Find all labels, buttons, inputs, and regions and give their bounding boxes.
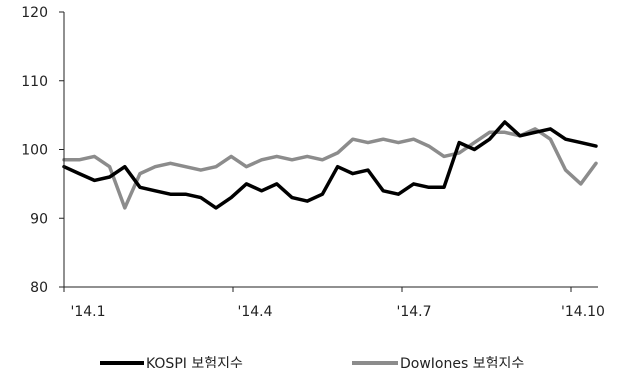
legend-label-kospi: KOSPI 보험지수 — [146, 356, 243, 368]
series-lines — [62, 120, 598, 210]
y-tick-label: 120 — [21, 5, 48, 21]
x-tick-label: '14.4 — [237, 304, 272, 320]
y-tick-label: 100 — [21, 143, 48, 159]
x-tick-label: '14.10 — [561, 304, 605, 320]
y-tick-label: 110 — [21, 74, 48, 90]
x-axis-ticks: '14.1 '14.4 '14.7 '14.10 — [63, 287, 605, 320]
legend: KOSPI 보험지수 DowJones 보험지수 — [100, 356, 524, 368]
x-tick-label: '14.1 — [70, 304, 105, 320]
x-tick-label: '14.7 — [396, 304, 431, 320]
legend-label-dowjones: DowJones 보험지수 — [400, 356, 524, 368]
y-axis-ticks: 80 90 100 110 120 — [21, 5, 64, 296]
y-tick-label: 90 — [30, 211, 48, 227]
series-line-kospi — [62, 120, 598, 210]
series-line-dowjones — [62, 127, 598, 210]
y-tick-label: 80 — [30, 280, 48, 296]
